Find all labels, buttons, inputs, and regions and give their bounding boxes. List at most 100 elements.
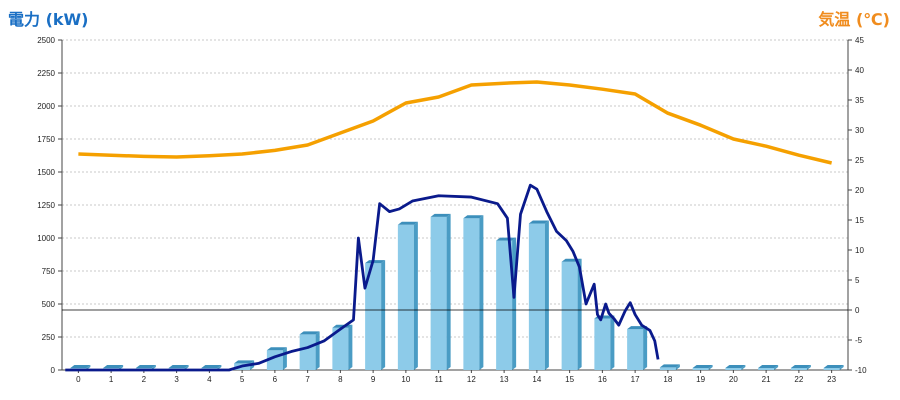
bar-side <box>806 365 811 370</box>
x-tick-label: 22 <box>794 375 803 384</box>
bar <box>365 263 382 370</box>
x-tick-label: 7 <box>305 375 310 384</box>
left-tick-label: 1000 <box>37 234 55 243</box>
right-tick-label: -10 <box>855 366 867 375</box>
bar-side <box>774 365 779 370</box>
x-tick-label: 21 <box>762 375 771 384</box>
left-tick-label: 2250 <box>37 69 55 78</box>
bar <box>430 216 447 370</box>
bar-top <box>168 365 189 369</box>
bar-top <box>299 331 320 335</box>
bar <box>725 368 742 370</box>
bar-side <box>282 347 287 370</box>
bar <box>594 318 611 370</box>
x-tick-label: 23 <box>827 375 836 384</box>
bar-top <box>692 365 713 369</box>
left-axis-title: 電力 (kW) <box>8 10 89 29</box>
bar-top <box>135 365 156 369</box>
x-tick-label: 16 <box>598 375 607 384</box>
temperature-line <box>78 80 833 165</box>
bar-top <box>790 365 811 369</box>
x-tick-label: 9 <box>371 375 376 384</box>
right-tick-label: 45 <box>855 36 864 45</box>
left-tick-label: 2500 <box>37 36 55 45</box>
bar <box>496 240 513 370</box>
bar <box>823 368 840 370</box>
x-tick-label: 0 <box>76 375 81 384</box>
right-tick-label: 15 <box>855 216 864 225</box>
bar-top <box>397 221 418 225</box>
bar-top <box>201 365 222 369</box>
bar <box>332 327 349 370</box>
bar-top <box>103 365 124 369</box>
bar <box>528 223 545 370</box>
bar-side <box>839 365 844 370</box>
x-tick-label: 13 <box>500 375 509 384</box>
bar-top <box>365 260 386 264</box>
x-tick-label: 2 <box>142 375 147 384</box>
power-line <box>65 183 660 372</box>
x-tick-label: 19 <box>696 375 705 384</box>
x-tick-label: 12 <box>467 375 476 384</box>
x-tick-label: 20 <box>729 375 738 384</box>
bar-top <box>528 220 549 224</box>
bar-top <box>266 347 287 351</box>
x-tick-label: 15 <box>565 375 574 384</box>
right-tick-label: 10 <box>855 246 864 255</box>
bar <box>627 329 644 370</box>
bar <box>659 367 676 370</box>
bar-top <box>823 365 844 369</box>
bar-top <box>463 215 484 219</box>
x-tick-label: 14 <box>532 375 541 384</box>
bar <box>790 368 807 370</box>
x-tick-label: 4 <box>207 375 212 384</box>
bar-side <box>413 221 418 370</box>
left-tick-label: 250 <box>42 333 56 342</box>
left-tick-label: 0 <box>51 366 56 375</box>
bar-top <box>234 360 255 364</box>
right-tick-label: 20 <box>855 186 864 195</box>
bar-side <box>315 331 320 370</box>
right-tick-label: 25 <box>855 156 864 165</box>
right-tick-label: 40 <box>855 66 864 75</box>
bar-top <box>758 365 779 369</box>
bar-side <box>610 315 615 370</box>
right-tick-label: 30 <box>855 126 864 135</box>
left-tick-label: 1500 <box>37 168 55 177</box>
x-tick-label: 3 <box>174 375 179 384</box>
bar-side <box>381 260 386 370</box>
x-tick-label: 5 <box>240 375 245 384</box>
x-tick-label: 10 <box>401 375 410 384</box>
right-tick-label: 5 <box>855 276 860 285</box>
bar-side <box>512 237 517 370</box>
bar-top <box>659 364 680 368</box>
x-tick-label: 6 <box>273 375 278 384</box>
bar-side <box>348 324 353 370</box>
x-tick-label: 11 <box>434 375 443 384</box>
x-tick-label: 8 <box>338 375 343 384</box>
bar-side <box>675 364 680 370</box>
right-axis-title: 気温 (℃) <box>818 10 890 29</box>
x-tick-label: 18 <box>663 375 672 384</box>
bar <box>299 334 316 370</box>
right-tick-label: 0 <box>855 306 860 315</box>
bar-top <box>725 365 746 369</box>
bar-top <box>70 365 91 369</box>
left-tick-label: 500 <box>42 300 56 309</box>
bar <box>561 261 578 370</box>
bar-side <box>446 213 451 370</box>
left-tick-label: 1750 <box>37 135 55 144</box>
bar <box>397 224 414 370</box>
bar-top <box>496 237 517 241</box>
x-tick-label: 1 <box>109 375 114 384</box>
bar <box>758 368 775 370</box>
bar <box>692 368 709 370</box>
bar-side <box>643 326 648 370</box>
left-tick-label: 2000 <box>37 102 55 111</box>
bar-side <box>544 220 549 370</box>
bar <box>463 218 480 370</box>
x-tick-label: 17 <box>631 375 640 384</box>
left-tick-label: 1250 <box>37 201 55 210</box>
